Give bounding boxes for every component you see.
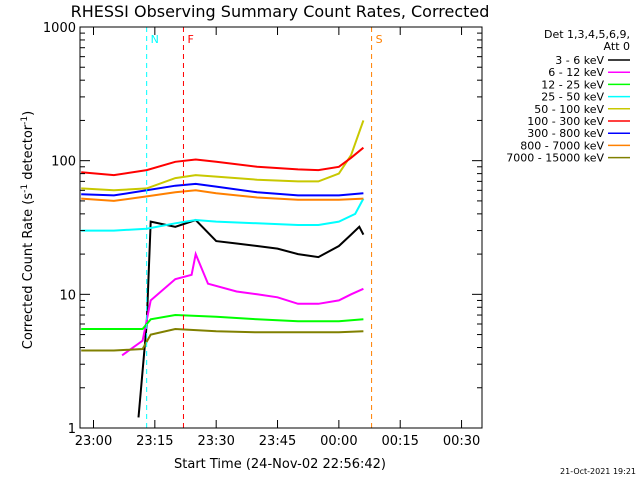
series-line-4 xyxy=(81,198,365,232)
annotation-label-2: F xyxy=(187,33,193,46)
x-tick-label-3: 23:30 xyxy=(197,434,234,449)
y-tick-label-1: 1 xyxy=(68,422,76,437)
x-tick-label-7: 00:30 xyxy=(443,434,480,449)
y-axis-ticks: 1 10 100 1000 xyxy=(43,21,482,437)
x-tick-label-4: 23:45 xyxy=(259,434,296,449)
y-axis-label-sup2: -1 xyxy=(20,116,30,125)
plot-frame xyxy=(79,26,483,429)
legend-label-9: 7000 - 15000 keV xyxy=(506,152,604,165)
y-axis-label-main: Corrected Count Rate (s xyxy=(21,193,36,350)
chart-title: RHESSI Observing Summary Count Rates, Co… xyxy=(71,2,490,21)
x-axis-label: Start Time (24-Nov-02 22:56:42) xyxy=(174,457,386,472)
annotation-label-1: N xyxy=(151,33,159,46)
series-line-1 xyxy=(137,218,365,418)
x-tick-label-5: 00:00 xyxy=(320,434,357,449)
legend-label-6: 100 - 300 keV xyxy=(527,115,604,128)
y-tick-label-3: 100 xyxy=(51,155,76,170)
x-tick-label-1: 23:00 xyxy=(75,434,112,449)
series-line-7 xyxy=(81,182,364,197)
y-tick-label-4: 1000 xyxy=(43,21,76,36)
y-tick-label-2: 10 xyxy=(59,288,76,303)
x-tick-label-6: 00:15 xyxy=(381,434,418,449)
x-axis-ticks: 23:00 23:15 23:30 23:45 00:00 00:15 00:30 xyxy=(75,27,480,449)
x-tick-label-2: 23:15 xyxy=(136,434,173,449)
legend-label-4: 25 - 50 keV xyxy=(541,91,604,104)
legend-label-1: 3 - 6 keV xyxy=(555,54,604,67)
series-line-5 xyxy=(81,120,365,192)
annotation-label-3: S xyxy=(376,33,383,46)
legend-label-7: 300 - 800 keV xyxy=(527,127,604,140)
plot-inner xyxy=(81,27,373,428)
legend-header-line2: Att 0 xyxy=(604,40,630,53)
series-line-6 xyxy=(81,146,365,177)
timestamp: 21-Oct-2021 19:21 xyxy=(560,467,636,476)
series-line-2 xyxy=(121,250,364,357)
series-line-8 xyxy=(81,189,364,202)
legend-label-5: 50 - 100 keV xyxy=(534,103,604,116)
y-axis-label-mid: detector xyxy=(21,124,36,184)
series-line-9 xyxy=(81,327,364,352)
legend-label-3: 12 - 25 keV xyxy=(541,78,604,91)
legend-header-line1: Det 1,3,4,5,6,9, xyxy=(544,28,630,41)
legend-label-8: 800 - 7000 keV xyxy=(520,139,604,152)
y-axis-label-end: ) xyxy=(21,111,36,116)
series-line-3 xyxy=(81,313,364,330)
y-axis-label: Corrected Count Rate (s-1 detector-1) xyxy=(20,111,36,349)
legend-label-2: 6 - 12 keV xyxy=(548,66,604,79)
y-axis-label-sup1: -1 xyxy=(20,184,30,193)
